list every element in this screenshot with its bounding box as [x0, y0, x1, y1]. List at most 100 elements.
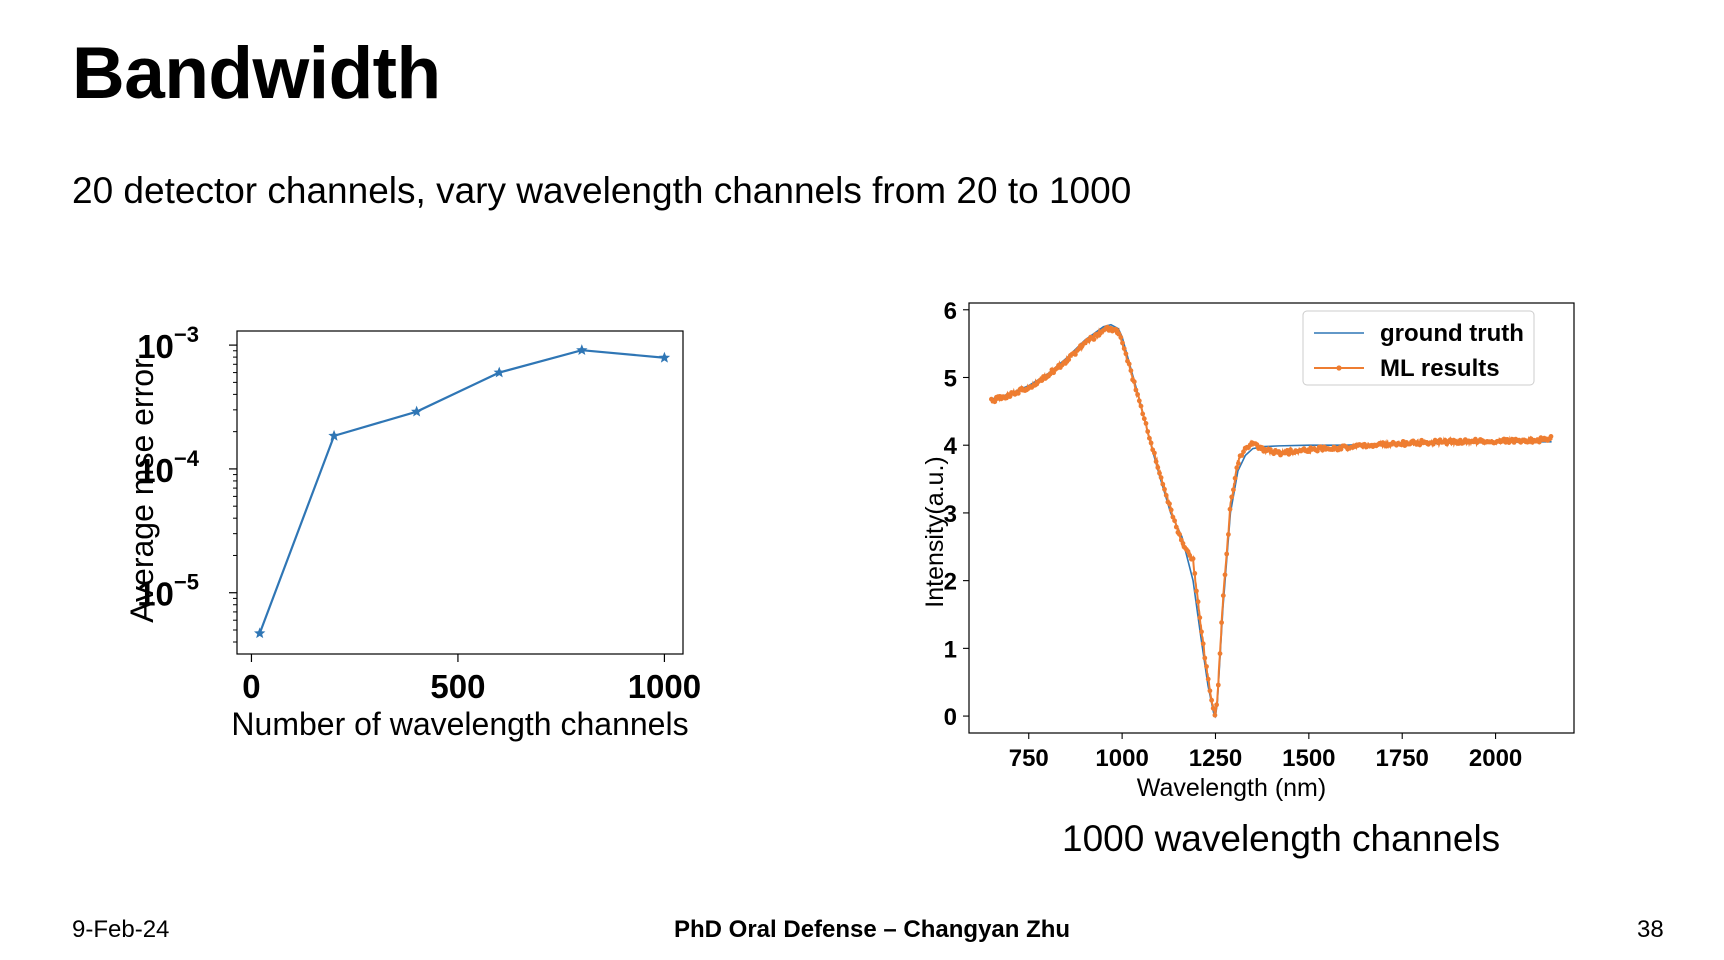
- data-point: [1232, 475, 1238, 481]
- series-line: [258, 349, 665, 634]
- data-point: [1135, 392, 1140, 397]
- data-point: [1215, 682, 1221, 688]
- data-point: [1180, 541, 1186, 546]
- data-point: [1160, 481, 1166, 487]
- data-point: [1231, 487, 1236, 493]
- chart-caption: 1000 wavelength channels: [1062, 818, 1501, 859]
- data-point: [1133, 387, 1139, 393]
- x-axis-label: Number of wavelength channels: [231, 706, 688, 742]
- data-point: [1239, 452, 1245, 458]
- footer-date: 9-Feb-24: [72, 916, 170, 943]
- data-point: [1202, 655, 1208, 661]
- plot-frame: [236, 330, 684, 655]
- data-point: [1207, 688, 1213, 694]
- data-point: [1163, 492, 1169, 498]
- y-tick-label: 4: [944, 433, 958, 460]
- data-point: [1224, 551, 1230, 557]
- data-point: [1214, 702, 1219, 708]
- data-point: [1173, 524, 1179, 530]
- data-point: [1187, 553, 1193, 558]
- data-point: [1157, 470, 1162, 476]
- data-point: [1121, 346, 1127, 351]
- data-point: [1315, 448, 1320, 454]
- data-point: [1158, 475, 1164, 480]
- data-point: [328, 429, 340, 441]
- data-point: [1145, 429, 1151, 434]
- y-tick-label: 3: [944, 501, 957, 528]
- data-point: [1204, 664, 1209, 669]
- data-point: [1140, 411, 1146, 417]
- data-point: [1170, 514, 1176, 520]
- legend-box: [1302, 310, 1535, 386]
- y-axis-label: Average mse error: [124, 358, 160, 623]
- data-point: [1172, 518, 1177, 524]
- data-point: [1148, 440, 1154, 446]
- data-point: [1126, 361, 1132, 367]
- data-point: [1536, 439, 1542, 445]
- y-tick-label: 2: [944, 569, 957, 596]
- data-point: [254, 627, 266, 639]
- legend-label-ml-results: ML results: [1380, 355, 1500, 382]
- data-point: [1241, 449, 1246, 455]
- data-point: [1205, 676, 1211, 682]
- data-point: [1236, 461, 1241, 466]
- data-point: [1015, 390, 1021, 396]
- footer-title: PhD Oral Defense – Changyan Zhu: [674, 916, 1071, 943]
- data-point: [1136, 398, 1142, 404]
- data-point: [1217, 651, 1223, 656]
- data-point: [1091, 337, 1097, 342]
- data-point: [1147, 435, 1152, 441]
- x-tick-label: 2000: [1469, 745, 1522, 772]
- data-point: [1155, 465, 1161, 470]
- data-point: [1222, 572, 1228, 578]
- data-point: [1199, 629, 1204, 635]
- data-point: [1118, 335, 1124, 340]
- legend-marker-ml-results: [1336, 365, 1342, 371]
- data-point: [1128, 368, 1134, 373]
- data-point: [1254, 442, 1260, 447]
- spectrum-chart: 0 1 2 3 4 5 6 750 1000 1250 1500 1750 2000 Wavelength…: [921, 298, 1575, 802]
- y-tick-label: 10−5: [137, 570, 199, 613]
- data-point: [1200, 641, 1206, 647]
- y-tick-label: 0: [944, 704, 957, 731]
- data-point: [1177, 532, 1182, 537]
- x-tick-label: 0: [242, 668, 260, 705]
- data-point: [1212, 712, 1218, 718]
- data-point: [1197, 615, 1203, 621]
- data-point: [1548, 434, 1554, 439]
- data-point: [1123, 351, 1129, 357]
- data-point: [1234, 465, 1240, 471]
- data-point: [576, 344, 588, 356]
- data-point: [1066, 357, 1072, 362]
- data-point: [1431, 441, 1436, 447]
- x-tick-label: 500: [430, 668, 485, 705]
- data-point: [1138, 403, 1144, 409]
- x-tick-label: 1000: [628, 668, 701, 705]
- y-axis-label: Intensity(a.u.): [921, 456, 949, 607]
- x-tick-label: 1250: [1189, 745, 1242, 772]
- data-point: [1195, 599, 1201, 605]
- plot-frame: [968, 302, 1575, 734]
- data-point: [1167, 501, 1172, 507]
- x-tick-label: 1750: [1376, 745, 1429, 772]
- ml-result-markers: [989, 324, 1554, 718]
- data-point: [1143, 421, 1149, 426]
- y-tick-label: 5: [944, 365, 957, 392]
- data-point: [1073, 352, 1078, 357]
- data-point: [1113, 327, 1119, 332]
- data-point: [1226, 532, 1231, 537]
- data-point: [1209, 697, 1214, 703]
- data-point: [1120, 340, 1125, 346]
- data-point: [1152, 450, 1157, 456]
- legend: ground truth ML results: [1302, 310, 1535, 386]
- data-point: [1168, 507, 1174, 513]
- data-point: [493, 366, 505, 378]
- data-point: [1229, 494, 1235, 500]
- data-point: [992, 399, 998, 405]
- data-point: [410, 405, 423, 417]
- page-number: 38: [1637, 916, 1664, 943]
- y-tick-label: 6: [944, 298, 957, 325]
- data-point: [1220, 593, 1226, 598]
- data-point: [1306, 449, 1312, 454]
